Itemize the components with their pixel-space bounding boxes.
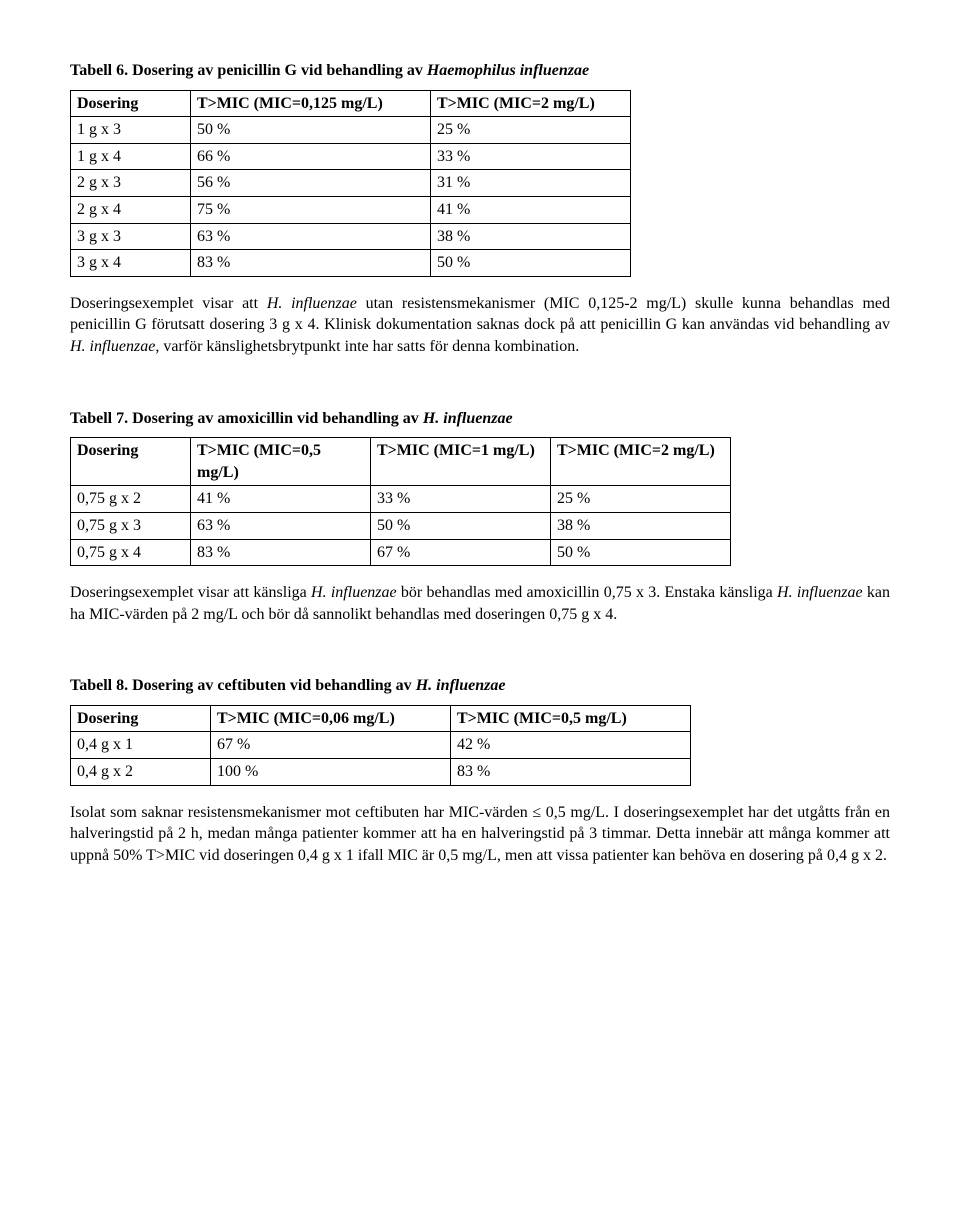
section-tabell-7: Tabell 7. Dosering av amoxicillin vid be…: [70, 408, 890, 626]
table-header-row: DoseringT>MIC (MIC=0,125 mg/L)T>MIC (MIC…: [71, 90, 631, 117]
tabell-8-title-italic: H. influenzae: [416, 677, 506, 694]
table-cell: 3 g x 3: [71, 223, 191, 250]
table-row: 3 g x 363 %38 %: [71, 223, 631, 250]
table-cell: 0,75 g x 2: [71, 486, 191, 513]
tabell-6-title: Tabell 6. Dosering av penicillin G vid b…: [70, 60, 890, 82]
section-tabell-6: Tabell 6. Dosering av penicillin G vid b…: [70, 60, 890, 358]
table-cell: 2 g x 4: [71, 196, 191, 223]
table-cell: 83 %: [191, 250, 431, 277]
table-row: 1 g x 466 %33 %: [71, 143, 631, 170]
table-header-cell: T>MIC (MIC=1 mg/L): [371, 438, 551, 486]
text-span: Doseringsexemplet visar att känsliga: [70, 584, 311, 601]
table-row: 1 g x 350 %25 %: [71, 117, 631, 144]
table-cell: 33 %: [371, 486, 551, 513]
table-cell: 83 %: [191, 539, 371, 566]
table-cell: 67 %: [371, 539, 551, 566]
text-italic: H. influenzae: [311, 584, 397, 601]
table-cell: 2 g x 3: [71, 170, 191, 197]
table-cell: 38 %: [431, 223, 631, 250]
table-cell: 50 %: [551, 539, 731, 566]
table-cell: 38 %: [551, 512, 731, 539]
table-cell: 0,75 g x 4: [71, 539, 191, 566]
table-row: 3 g x 483 %50 %: [71, 250, 631, 277]
table-header-cell: T>MIC (MIC=0,125 mg/L): [191, 90, 431, 117]
table-cell: 0,4 g x 2: [71, 759, 211, 786]
tabell-7-title-text: Tabell 7. Dosering av amoxicillin vid be…: [70, 410, 423, 427]
table-cell: 41 %: [431, 196, 631, 223]
table-cell: 63 %: [191, 512, 371, 539]
tabell-7-title-italic: H. influenzae: [423, 410, 513, 427]
table-header-row: DoseringT>MIC (MIC=0,5 mg/L)T>MIC (MIC=1…: [71, 438, 731, 486]
tabell-6-title-italic: Haemophilus influenzae: [427, 62, 589, 79]
table-row: 0,4 g x 167 %42 %: [71, 732, 691, 759]
table-cell: 33 %: [431, 143, 631, 170]
table-header-cell: T>MIC (MIC=0,06 mg/L): [211, 705, 451, 732]
table-cell: 25 %: [431, 117, 631, 144]
table-cell: 83 %: [451, 759, 691, 786]
table-cell: 42 %: [451, 732, 691, 759]
tabell-6-paragraph: Doseringsexemplet visar att H. influenza…: [70, 293, 890, 358]
table-cell: 0,75 g x 3: [71, 512, 191, 539]
text-span: , varför känslighetsbrytpunkt inte har s…: [155, 338, 579, 355]
table-cell: 3 g x 4: [71, 250, 191, 277]
table-cell: 1 g x 3: [71, 117, 191, 144]
tabell-7-title: Tabell 7. Dosering av amoxicillin vid be…: [70, 408, 890, 430]
table-cell: 66 %: [191, 143, 431, 170]
text-italic: H. influenzae: [267, 295, 357, 312]
table-cell: 25 %: [551, 486, 731, 513]
table-cell: 1 g x 4: [71, 143, 191, 170]
table-header-cell: T>MIC (MIC=2 mg/L): [551, 438, 731, 486]
table-header-cell: T>MIC (MIC=0,5 mg/L): [191, 438, 371, 486]
table-row: 0,4 g x 2100 %83 %: [71, 759, 691, 786]
tabell-8-title: Tabell 8. Dosering av ceftibuten vid beh…: [70, 675, 890, 697]
table-row: 0,75 g x 241 %33 %25 %: [71, 486, 731, 513]
tabell-8: DoseringT>MIC (MIC=0,06 mg/L)T>MIC (MIC=…: [70, 705, 691, 786]
table-row: 0,75 g x 483 %67 %50 %: [71, 539, 731, 566]
table-cell: 50 %: [191, 117, 431, 144]
table-cell: 75 %: [191, 196, 431, 223]
table-header-cell: Dosering: [71, 705, 211, 732]
table-cell: 0,4 g x 1: [71, 732, 211, 759]
table-cell: 100 %: [211, 759, 451, 786]
tabell-6: DoseringT>MIC (MIC=0,125 mg/L)T>MIC (MIC…: [70, 90, 631, 277]
tabell-8-paragraph: Isolat som saknar resistensmekanismer mo…: [70, 802, 890, 867]
table-header-cell: Dosering: [71, 438, 191, 486]
table-row: 2 g x 356 %31 %: [71, 170, 631, 197]
table-header-cell: T>MIC (MIC=2 mg/L): [431, 90, 631, 117]
table-header-cell: Dosering: [71, 90, 191, 117]
text-span: bör behandlas med amoxicillin 0,75 x 3. …: [397, 584, 777, 601]
table-cell: 41 %: [191, 486, 371, 513]
tabell-8-title-text: Tabell 8. Dosering av ceftibuten vid beh…: [70, 677, 416, 694]
text-italic: H. influenzae: [70, 338, 155, 355]
section-tabell-8: Tabell 8. Dosering av ceftibuten vid beh…: [70, 675, 890, 866]
table-row: 0,75 g x 363 %50 %38 %: [71, 512, 731, 539]
tabell-7: DoseringT>MIC (MIC=0,5 mg/L)T>MIC (MIC=1…: [70, 437, 731, 566]
tabell-7-paragraph: Doseringsexemplet visar att känsliga H. …: [70, 582, 890, 625]
table-cell: 56 %: [191, 170, 431, 197]
table-cell: 31 %: [431, 170, 631, 197]
table-cell: 50 %: [371, 512, 551, 539]
table-cell: 67 %: [211, 732, 451, 759]
table-cell: 63 %: [191, 223, 431, 250]
table-cell: 50 %: [431, 250, 631, 277]
table-header-row: DoseringT>MIC (MIC=0,06 mg/L)T>MIC (MIC=…: [71, 705, 691, 732]
tabell-6-title-text: Tabell 6. Dosering av penicillin G vid b…: [70, 62, 427, 79]
text-span: Doseringsexemplet visar att: [70, 295, 267, 312]
table-header-cell: T>MIC (MIC=0,5 mg/L): [451, 705, 691, 732]
text-italic: H. influenzae: [777, 584, 863, 601]
table-row: 2 g x 475 %41 %: [71, 196, 631, 223]
